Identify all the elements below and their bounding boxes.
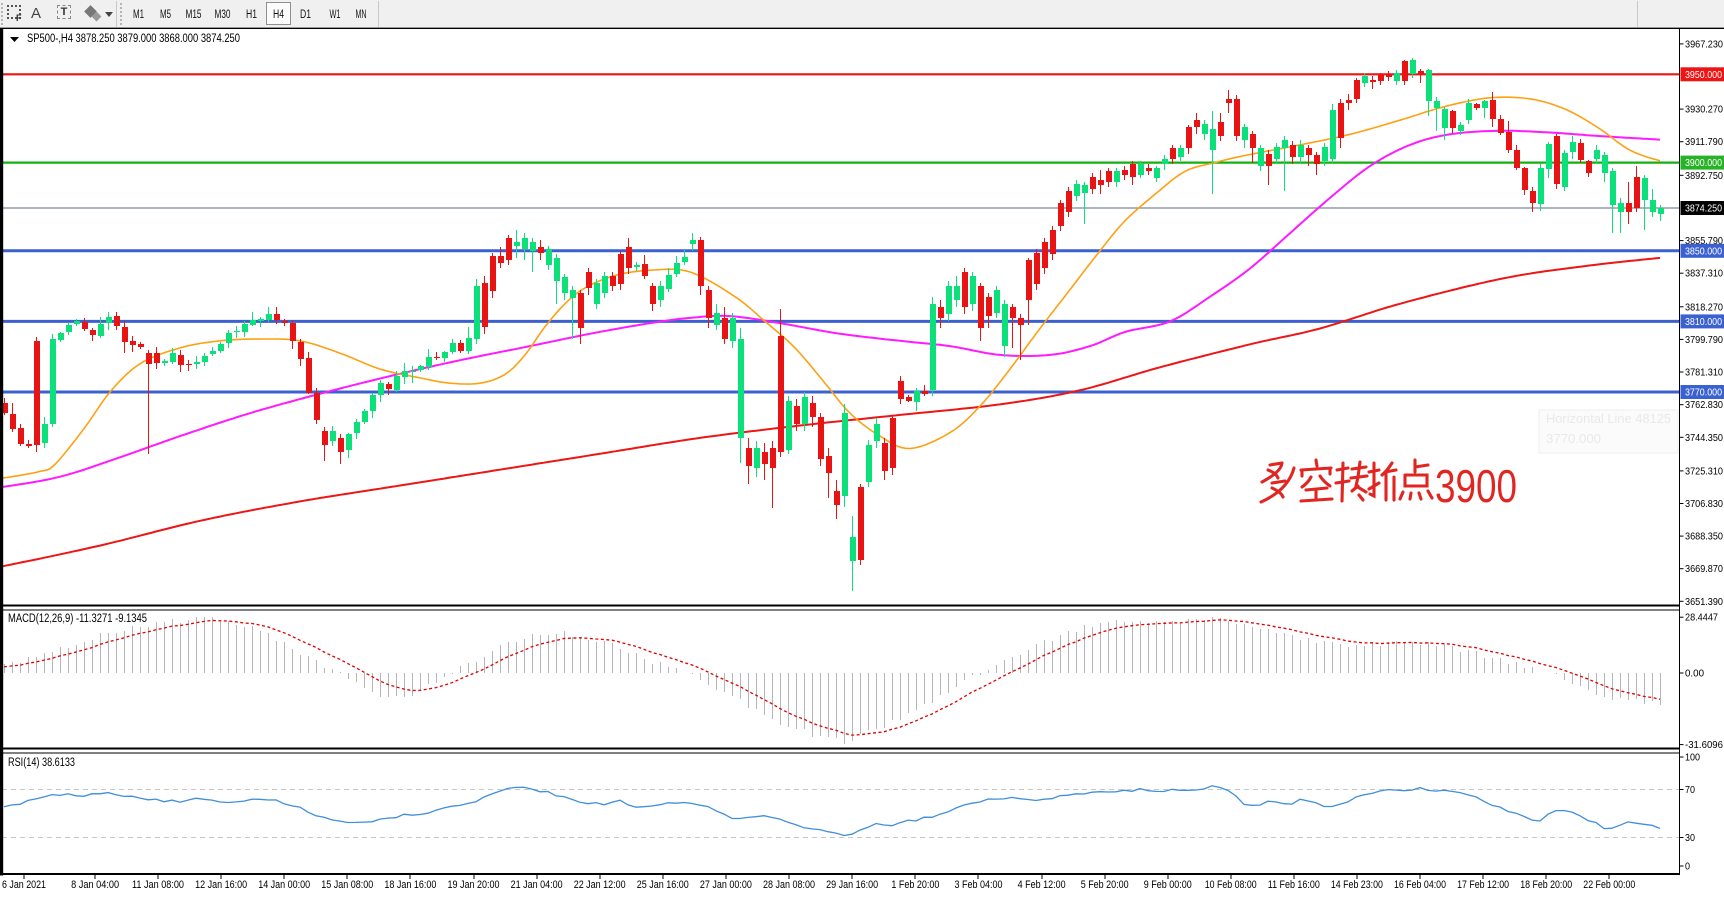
svg-text:3725.310: 3725.310 [1685, 465, 1723, 477]
svg-text:25 Jan 16:00: 25 Jan 16:00 [637, 879, 689, 891]
svg-text:MN: MN [356, 9, 367, 21]
svg-text:H4: H4 [273, 9, 284, 21]
svg-text:MACD(12,26,9) -11.3271 -9.1345: MACD(12,26,9) -11.3271 -9.1345 [8, 613, 147, 625]
svg-text:3770.000: 3770.000 [1546, 431, 1601, 446]
svg-text:100: 100 [1685, 752, 1700, 764]
svg-text:3 Feb 04:00: 3 Feb 04:00 [955, 879, 1003, 891]
svg-text:22 Jan 12:00: 22 Jan 12:00 [574, 879, 626, 891]
svg-text:12 Jan 16:00: 12 Jan 16:00 [195, 879, 247, 891]
svg-text:28.4447: 28.4447 [1685, 612, 1718, 624]
svg-text:3706.830: 3706.830 [1685, 498, 1723, 510]
svg-text:0: 0 [1685, 861, 1690, 873]
svg-text:27 Jan 00:00: 27 Jan 00:00 [700, 879, 752, 891]
svg-text:3874.250: 3874.250 [1685, 203, 1722, 215]
svg-text:H1: H1 [246, 9, 257, 21]
svg-text:W1: W1 [330, 9, 341, 21]
svg-text:8 Jan 04:00: 8 Jan 04:00 [71, 879, 119, 891]
svg-text:4 Feb 12:00: 4 Feb 12:00 [1018, 879, 1066, 891]
svg-text:M1: M1 [133, 9, 144, 21]
svg-text:3762.830: 3762.830 [1685, 399, 1723, 411]
svg-text:18 Jan 16:00: 18 Jan 16:00 [384, 879, 436, 891]
svg-text:D1: D1 [300, 9, 311, 21]
svg-text:3688.350: 3688.350 [1685, 531, 1723, 543]
svg-text:3781.310: 3781.310 [1685, 367, 1723, 379]
svg-text:3911.790: 3911.790 [1685, 136, 1723, 148]
svg-text:29 Jan 16:00: 29 Jan 16:00 [826, 879, 878, 891]
svg-text:6 Jan 2021: 6 Jan 2021 [2, 879, 46, 891]
svg-text:14 Feb 23:00: 14 Feb 23:00 [1331, 879, 1383, 891]
svg-text:5 Feb 20:00: 5 Feb 20:00 [1081, 879, 1129, 891]
svg-text:10 Feb 08:00: 10 Feb 08:00 [1205, 879, 1257, 891]
svg-text:19 Jan 20:00: 19 Jan 20:00 [448, 879, 500, 891]
svg-text:3837.310: 3837.310 [1685, 268, 1723, 280]
svg-text:30: 30 [1685, 832, 1695, 844]
svg-text:M30: M30 [215, 9, 231, 21]
svg-text:15 Jan 08:00: 15 Jan 08:00 [321, 879, 373, 891]
svg-text:RSI(14) 38.6133: RSI(14) 38.6133 [8, 757, 75, 769]
svg-text:11 Jan 08:00: 11 Jan 08:00 [132, 879, 184, 891]
svg-text:3950.000: 3950.000 [1685, 69, 1722, 81]
svg-text:14 Jan 00:00: 14 Jan 00:00 [258, 879, 310, 891]
svg-text:3850.000: 3850.000 [1685, 245, 1722, 257]
svg-text:1 Feb 20:00: 1 Feb 20:00 [891, 879, 939, 891]
svg-text:16 Feb 04:00: 16 Feb 04:00 [1394, 879, 1446, 891]
svg-text:3744.350: 3744.350 [1685, 432, 1723, 444]
svg-text:SP500-,H4 3878.250 3879.000 3: SP500-,H4 3878.250 3879.000 3868.000 387… [27, 33, 240, 45]
svg-text:11 Feb 16:00: 11 Feb 16:00 [1268, 879, 1320, 891]
svg-text:0.00: 0.00 [1685, 668, 1704, 680]
svg-text:70: 70 [1685, 784, 1695, 796]
svg-text:18 Feb 20:00: 18 Feb 20:00 [1520, 879, 1572, 891]
svg-text:3892.750: 3892.750 [1685, 170, 1723, 182]
svg-text:M5: M5 [160, 9, 171, 21]
svg-text:3930.270: 3930.270 [1685, 104, 1723, 116]
svg-text:3770.000: 3770.000 [1685, 387, 1722, 399]
svg-text:3900: 3900 [1435, 460, 1517, 512]
svg-text:3651.390: 3651.390 [1685, 596, 1723, 608]
svg-text:-31.6096: -31.6096 [1685, 739, 1723, 751]
svg-text:21 Jan 04:00: 21 Jan 04:00 [511, 879, 563, 891]
svg-text:17 Feb 12:00: 17 Feb 12:00 [1457, 879, 1509, 891]
svg-text:9 Feb 00:00: 9 Feb 00:00 [1144, 879, 1192, 891]
svg-text:3818.270: 3818.270 [1685, 301, 1723, 313]
svg-text:3810.000: 3810.000 [1685, 316, 1722, 328]
svg-text:M15: M15 [186, 9, 202, 21]
svg-text:3799.790: 3799.790 [1685, 334, 1723, 346]
svg-text:3967.230: 3967.230 [1685, 38, 1723, 50]
svg-text:Horizontal Line 48125: Horizontal Line 48125 [1546, 411, 1671, 426]
svg-text:3900.000: 3900.000 [1685, 157, 1722, 169]
svg-text:22 Feb 00:00: 22 Feb 00:00 [1583, 879, 1635, 891]
svg-text:28 Jan 08:00: 28 Jan 08:00 [763, 879, 815, 891]
svg-text:3669.870: 3669.870 [1685, 563, 1723, 575]
